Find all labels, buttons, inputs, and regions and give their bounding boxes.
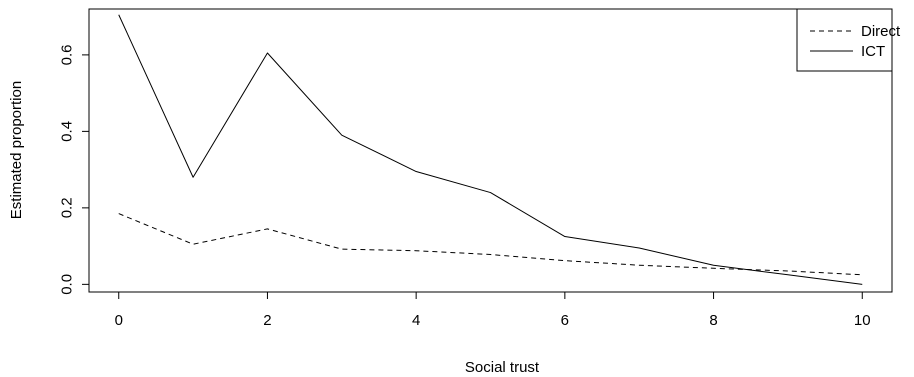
x-tick-label: 0	[115, 312, 123, 329]
y-tick-label: 0.0	[59, 274, 76, 295]
y-tick-label: 0.4	[59, 121, 76, 142]
y-tick-label: 0.2	[59, 197, 76, 218]
x-tick-label: 10	[854, 312, 871, 329]
series-layer	[118, 14, 863, 285]
series-line-direct	[118, 213, 863, 276]
x-axis: 0 2 4 6 8 10	[115, 291, 871, 329]
legend-label-ict: ICT	[861, 43, 885, 60]
y-tick-label: 0.6	[59, 44, 76, 65]
y-axis: 0.0 0.2 0.4 0.6	[59, 44, 90, 295]
x-tick-label: 4	[412, 312, 420, 329]
x-tick-label: 6	[561, 312, 569, 329]
x-tick-label: 8	[709, 312, 717, 329]
legend-label-direct: Direct	[861, 23, 901, 40]
legend: Direct ICT	[796, 8, 901, 72]
y-axis-title: Estimated proportion	[8, 81, 25, 219]
x-tick-label: 2	[263, 312, 271, 329]
x-axis-title: Social trust	[465, 359, 540, 376]
series-line-ict	[118, 14, 863, 285]
legend-box	[796, 8, 893, 72]
